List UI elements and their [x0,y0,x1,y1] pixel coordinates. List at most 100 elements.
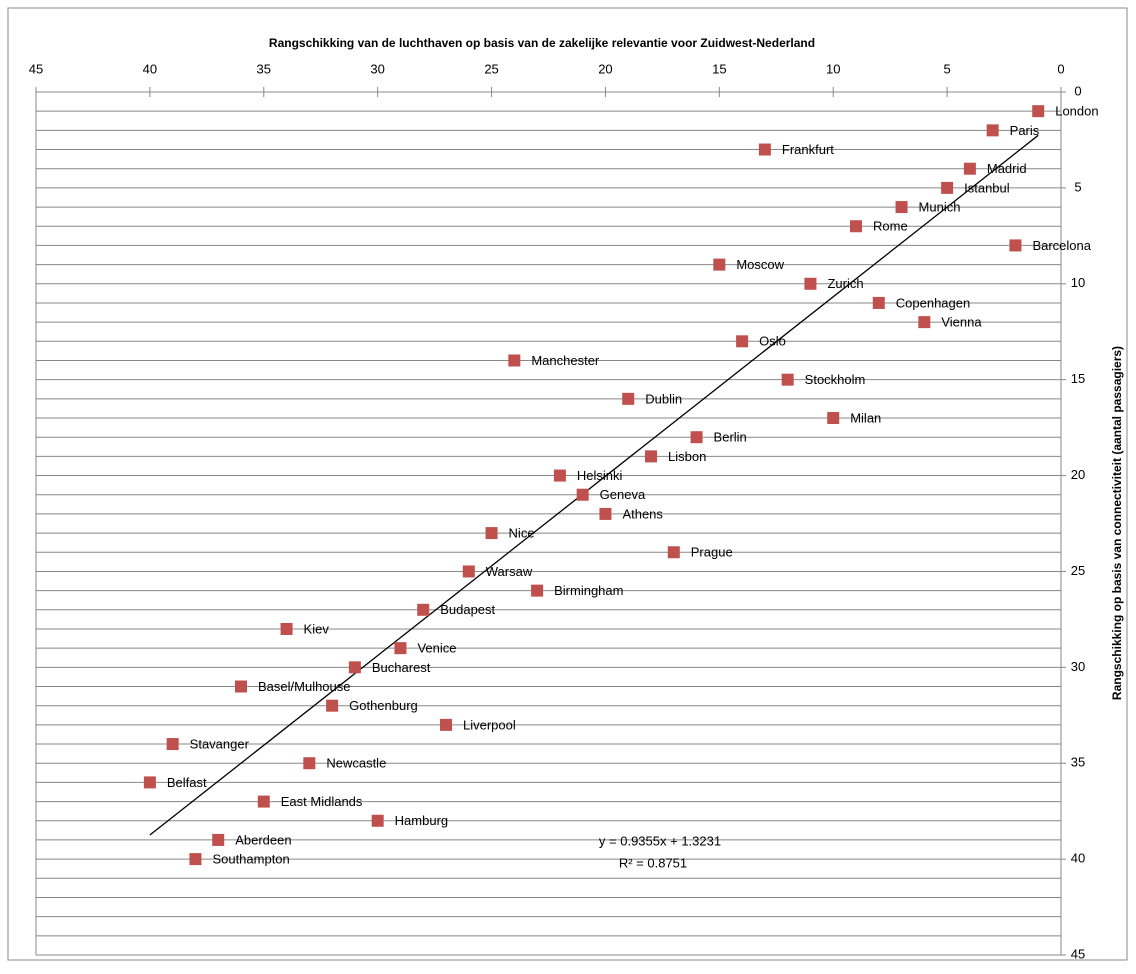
point-label: Lisbon [668,449,706,464]
point-label: Budapest [440,602,495,617]
x-tick-label: 20 [598,61,612,76]
x-tick-label: 0 [1057,61,1064,76]
y-tick-label: 35 [1071,755,1085,770]
y-tick-label: 10 [1071,275,1085,290]
point-label: Zurich [827,276,863,291]
point [872,296,885,309]
y-tick-label: 0 [1074,83,1081,98]
y-tick-label: 5 [1074,179,1081,194]
point-label: Stockholm [805,372,866,387]
x-tick-label: 45 [29,61,43,76]
point [485,527,498,540]
point [440,718,452,731]
y-tick-label: 15 [1071,371,1085,386]
point [326,699,339,712]
point [804,277,817,290]
point [827,412,840,425]
y-tick-label: 20 [1071,467,1085,482]
point [417,603,430,616]
point-label: Berlin [714,430,747,445]
trendline-r-squared: R² = 0.8751 [619,855,687,870]
y-tick-label: 25 [1071,563,1085,578]
point [713,258,726,271]
point [257,795,270,808]
point-label: Kiev [304,621,330,636]
point [553,469,566,482]
trendline-equation: y = 0.9355x + 1.3231 [599,833,721,848]
point-label: Barcelona [1032,238,1091,253]
point-label: Basel/Mulhouse [258,679,351,694]
point-label: Birmingham [554,583,623,598]
trendline [149,134,1039,836]
point-label: Warsaw [486,564,533,579]
point [394,642,407,655]
point [531,584,544,597]
point [941,181,954,194]
point-label: Milan [850,410,881,425]
point [736,335,749,348]
point-label: Vienna [941,315,982,330]
point [189,853,202,866]
point-label: Copenhagen [896,295,970,310]
x-tick-label: 5 [943,61,950,76]
point [280,622,293,635]
point [1032,105,1045,118]
point [622,392,635,405]
point-label: Hamburg [395,813,448,828]
point [508,354,521,367]
point-label: Helsinki [577,468,623,483]
point-label: Bucharest [372,660,431,675]
point-label: Rome [873,219,908,234]
point [166,738,179,751]
point [371,814,384,827]
point [462,565,475,578]
plot-area [35,91,1062,956]
point-label: Manchester [531,353,600,368]
point-label: Southampton [212,852,289,867]
point-label: Dublin [645,391,682,406]
point-label: East Midlands [281,794,363,809]
y-tick-label: 30 [1071,659,1085,674]
point [645,450,657,463]
x-tick-label: 25 [484,61,498,76]
point [781,373,794,386]
y-axis-title: Rangschikking op basis van connectivitei… [1110,346,1124,700]
point-label: Belfast [167,775,207,790]
point-label: Munich [919,200,961,215]
x-tick-label: 30 [370,61,384,76]
x-tick-label: 10 [826,61,840,76]
point-label: Istanbul [964,180,1010,195]
point-label: London [1055,104,1098,119]
point [1009,239,1022,252]
point [348,661,361,674]
point-label: Geneva [600,487,646,502]
point-label: Gothenburg [349,698,418,713]
point [986,124,999,137]
chart-border [7,7,1128,961]
point-label: Oslo [759,334,786,349]
point [599,507,612,520]
point-label: Venice [417,641,456,656]
x-tick-label: 35 [257,61,271,76]
point-label: Liverpool [463,717,516,732]
point [963,162,976,175]
point-label: Madrid [987,161,1027,176]
point [212,833,225,846]
point [690,431,703,444]
y-tick-label: 45 [1071,946,1085,961]
point [235,680,247,693]
point-label: Paris [1010,123,1040,138]
point-label: Prague [691,545,733,560]
point [143,776,156,789]
point-label: Newcastle [326,756,386,771]
point [303,757,316,770]
point [850,220,862,233]
point [667,546,680,559]
x-tick-label: 40 [143,61,157,76]
point-label: Aberdeen [235,832,291,847]
point-label: Athens [622,506,663,521]
point-label: Frankfurt [782,142,834,157]
point-label: Moscow [736,257,784,272]
point [918,316,931,329]
